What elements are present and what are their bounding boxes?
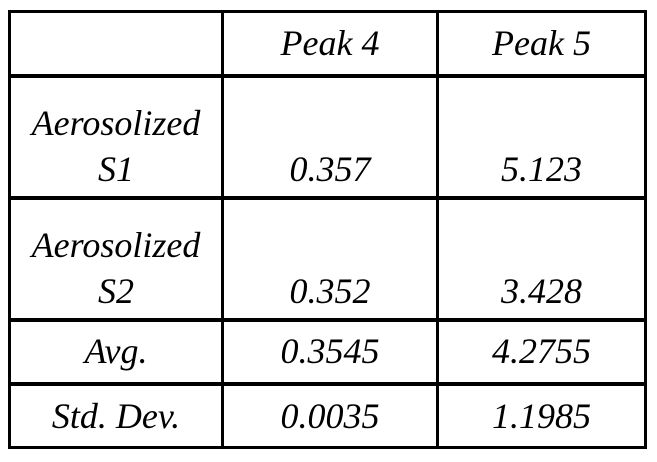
row-std-dev: Std. Dev. 0.0035 1.1985 — [8, 381, 647, 449]
row-label-line-2: S1 — [98, 149, 134, 190]
row-average: Avg. 0.3545 4.2755 — [8, 317, 647, 386]
row-label-avg: Avg. — [8, 317, 224, 386]
row-label-line-2: S2 — [98, 271, 134, 312]
row-label-aerosolized-s2: Aerosolized S2 — [8, 195, 224, 322]
cell-s1-peak5: 5.123 — [436, 73, 647, 200]
row-label-line-1: Aerosolized — [31, 103, 201, 144]
row-label-line-1: Aerosolized — [31, 225, 201, 266]
cell-avg-peak5: 4.2755 — [436, 317, 647, 386]
cell-avg-peak4: 0.3545 — [221, 317, 439, 386]
row-aerosolized-s1: Aerosolized S1 0.357 5.123 — [8, 73, 647, 200]
cell-stddev-peak5: 1.1985 — [436, 381, 647, 449]
cell-s1-peak4: 0.357 — [221, 73, 439, 200]
cell-s2-peak4: 0.352 — [221, 195, 439, 322]
cell-stddev-peak4: 0.0035 — [221, 381, 439, 449]
column-header-peak4: Peak 4 — [221, 10, 439, 78]
row-label-aerosolized-s1: Aerosolized S1 — [8, 73, 224, 200]
cell-s2-peak5: 3.428 — [436, 195, 647, 322]
peak-results-table: Peak 4 Peak 5 Aerosolized S1 0.357 5.123… — [8, 10, 647, 449]
corner-cell-empty — [8, 10, 224, 78]
header-row: Peak 4 Peak 5 — [8, 10, 647, 78]
column-header-peak5: Peak 5 — [436, 10, 647, 78]
row-aerosolized-s2: Aerosolized S2 0.352 3.428 — [8, 195, 647, 322]
row-label-std-dev: Std. Dev. — [8, 381, 224, 449]
